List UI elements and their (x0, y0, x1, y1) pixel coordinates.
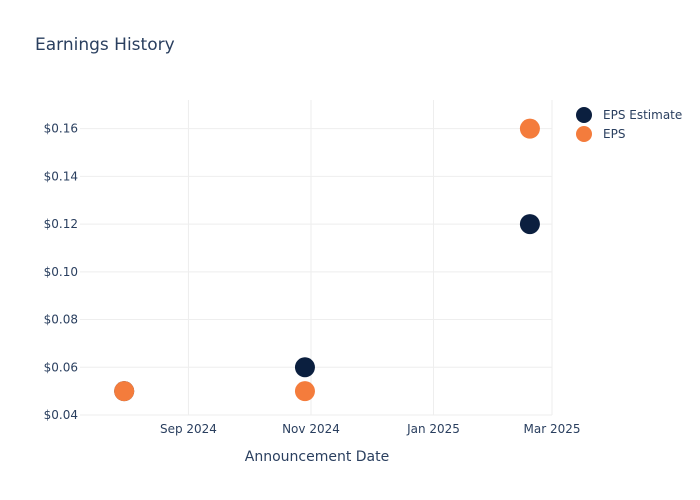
x-axis-title: Announcement Date (245, 449, 389, 465)
data-point-eps-estimate[interactable] (294, 357, 315, 378)
y-tick-label: $0.06 (44, 360, 78, 374)
data-point-eps[interactable] (114, 381, 135, 402)
legend-marker (576, 126, 592, 142)
x-axis: Sep 2024 Nov 2024 Jan 2025 Mar 2025 (160, 422, 581, 436)
y-tick-label: $0.16 (44, 122, 78, 136)
x-tick-label: Nov 2024 (282, 422, 340, 436)
y-tick-label: $0.08 (44, 313, 78, 327)
data-point-eps[interactable] (294, 381, 315, 402)
grid (80, 100, 553, 416)
y-axis: $0.04 $0.06 $0.08 $0.10 $0.12 $0.14 $0.16 (44, 122, 78, 422)
x-tick-label: Sep 2024 (160, 422, 217, 436)
y-tick-label: $0.12 (44, 217, 78, 231)
y-tick-label: $0.04 (44, 408, 78, 422)
legend-label: EPS Estimate (603, 108, 682, 122)
chart-title: Earnings History (35, 35, 175, 55)
data-point-eps[interactable] (519, 118, 540, 139)
legend[interactable]: EPS Estimate EPS (576, 107, 682, 142)
legend-label: EPS (603, 127, 625, 141)
x-tick-label: Jan 2025 (406, 422, 460, 436)
y-tick-label: $0.10 (44, 265, 78, 279)
y-tick-label: $0.14 (44, 169, 78, 183)
legend-marker (576, 107, 592, 123)
data-point-eps-estimate[interactable] (519, 214, 540, 235)
x-tick-label: Mar 2025 (524, 422, 581, 436)
plot-area (114, 118, 540, 402)
